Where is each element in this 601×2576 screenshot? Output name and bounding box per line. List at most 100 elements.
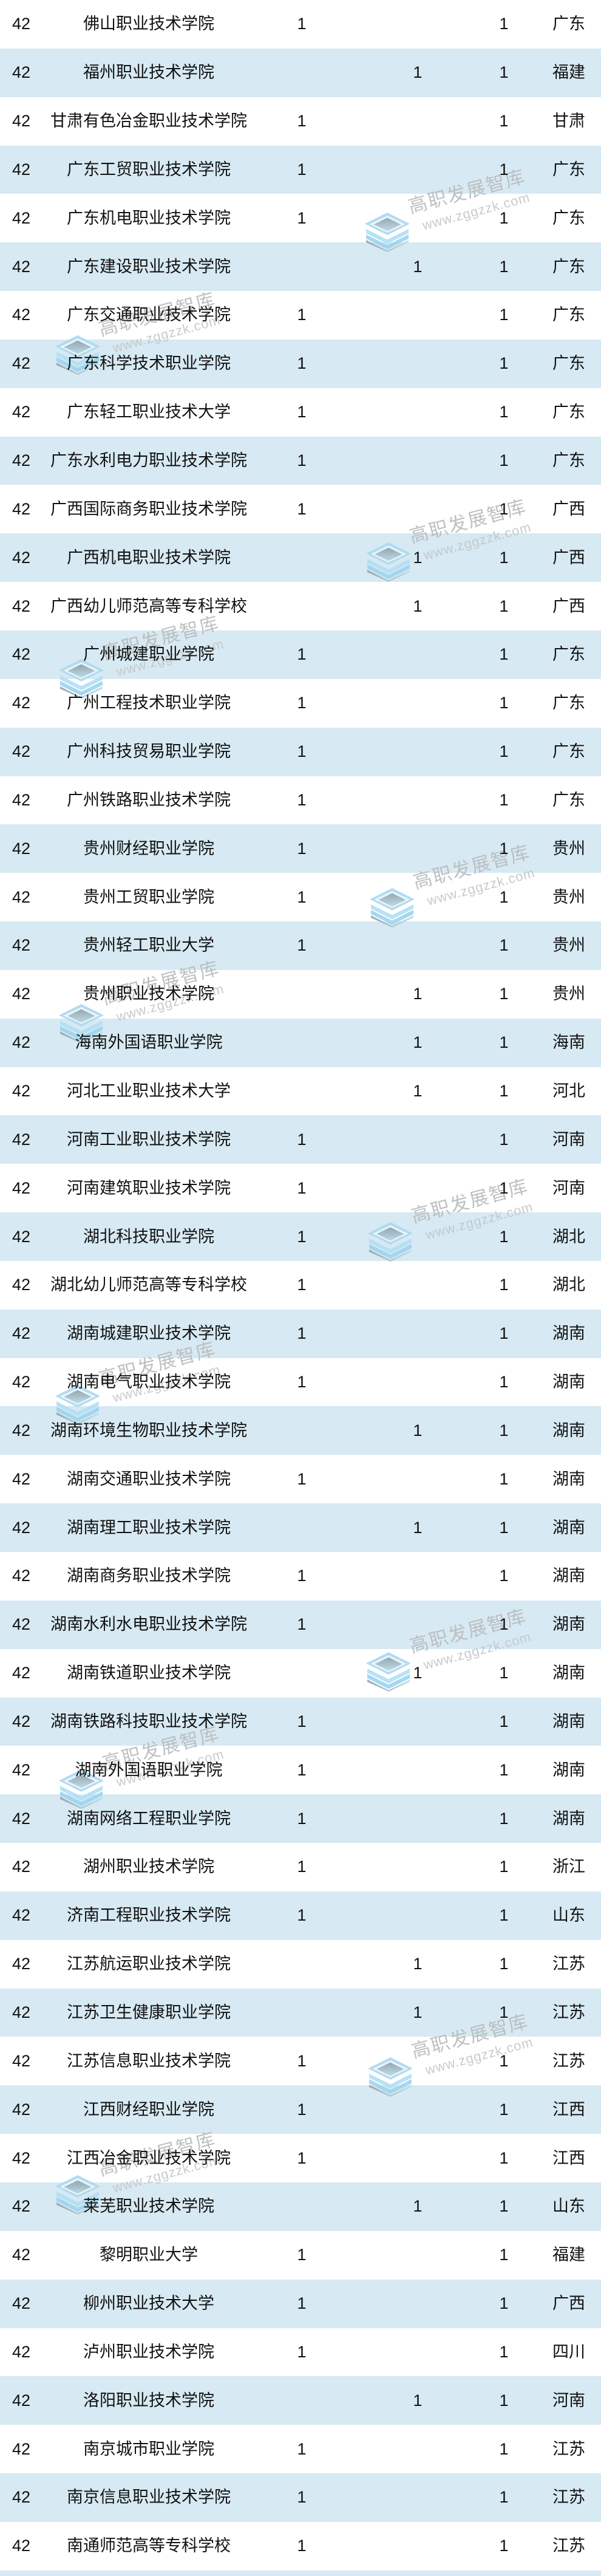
school-name-cell: 洛阳职业技术学院: [83, 2391, 214, 2410]
total-cell: 1: [499, 548, 509, 567]
value-col1-cell: 1: [297, 354, 307, 373]
rank-cell: 42: [12, 1955, 31, 1973]
table-row: 42 湖南电气职业技术学院 1 1 湖南: [0, 1358, 601, 1407]
rank-cell: 42: [12, 1421, 31, 1440]
school-name-cell: 海南外国语职业学院: [75, 1033, 223, 1052]
table-row: 42 广西国际商务职业技术学院 1 1 广西: [0, 485, 601, 533]
value-col1-cell: 1: [297, 936, 307, 955]
value-col1-cell: 1: [297, 160, 307, 179]
table-row: 42 湖南商务职业技术学院 1 1 湖南: [0, 1552, 601, 1601]
value-col1-cell: 1: [297, 2537, 307, 2555]
total-cell: 1: [499, 354, 509, 373]
value-col1-cell: 1: [297, 306, 307, 324]
table-row: 42 广州铁路职业技术学院 1 1 广东: [0, 776, 601, 825]
table-row: 42 江苏航运职业技术学院 1 1 江苏: [0, 1940, 601, 1989]
total-cell: 1: [499, 1955, 509, 1973]
rank-cell: 42: [12, 1469, 31, 1488]
school-name-cell: 广东轻工职业技术大学: [67, 403, 231, 422]
school-name-cell: 广西机电职业技术学院: [67, 548, 231, 567]
total-cell: 1: [499, 2246, 509, 2264]
school-name-cell: 江苏航运职业技术学院: [67, 1955, 231, 1973]
total-cell: 1: [499, 63, 509, 82]
value-col1-cell: 1: [297, 1857, 307, 1876]
value-col2-cell: 1: [413, 1081, 423, 1100]
rank-cell: 42: [12, 499, 31, 518]
school-name-cell: 湖北幼儿师范高等专科学校: [50, 1276, 247, 1294]
province-cell: 湖南: [552, 1421, 585, 1440]
school-name-cell: 佛山职业技术学院: [83, 15, 214, 33]
table-row: 42 广东交通职业技术学院 1 1 广东: [0, 291, 601, 340]
value-col1-cell: 1: [297, 2294, 307, 2313]
value-col2-cell: 1: [413, 2391, 423, 2410]
table-row: 42 湖南铁路科技职业技术学院 1 1 湖南: [0, 1697, 601, 1746]
school-name-cell: 湖南外国语职业学院: [75, 1760, 223, 1779]
rank-cell: 42: [12, 2488, 31, 2507]
value-col2-cell: 1: [413, 596, 423, 615]
table-row: 42 甘肃有色冶金职业技术学院 1 1 甘肃: [0, 97, 601, 146]
value-col1-cell: 1: [297, 839, 307, 858]
table-row: 42 河南工业职业技术学院 1 1 河南: [0, 1115, 601, 1164]
total-cell: 1: [499, 1081, 509, 1100]
total-cell: 1: [499, 1130, 509, 1149]
value-col1-cell: 1: [297, 790, 307, 809]
province-cell: 四川: [552, 2342, 585, 2361]
rank-cell: 42: [12, 451, 31, 470]
total-cell: 1: [499, 2197, 509, 2216]
table-row: 42 江苏信息职业技术学院 1 1 江苏: [0, 2037, 601, 2085]
province-cell: 广东: [552, 306, 585, 324]
table-row: 42 湖南交通职业技术学院 1 1 湖南: [0, 1455, 601, 1503]
school-name-cell: 湖北科技职业学院: [83, 1227, 214, 1246]
rank-cell: 42: [12, 2391, 31, 2410]
total-cell: 1: [499, 2148, 509, 2167]
school-name-cell: 贵州财经职业学院: [83, 839, 214, 858]
value-col1-cell: 1: [297, 1760, 307, 1779]
province-cell: 广东: [552, 403, 585, 422]
table-row: 42 福州职业技术学院 1 1 福建: [0, 48, 601, 97]
school-name-cell: 广西国际商务职业技术学院: [50, 499, 247, 518]
school-name-cell: 南通师范高等专科学校: [67, 2537, 231, 2555]
rank-cell: 42: [12, 63, 31, 82]
total-cell: 1: [499, 742, 509, 761]
value-col1-cell: 1: [297, 1227, 307, 1246]
value-col1-cell: 1: [297, 2246, 307, 2264]
value-col2-cell: 1: [413, 985, 423, 1003]
total-cell: 1: [499, 403, 509, 422]
table-row: 42 江西冶金职业技术学院 1 1 江西: [0, 2134, 601, 2182]
total-cell: 1: [499, 2100, 509, 2119]
total-cell: 1: [499, 2051, 509, 2070]
rank-cell: 42: [12, 1664, 31, 1683]
table-row: 42 济南工程职业技术学院 1 1 山东: [0, 1891, 601, 1940]
rank-cell: 42: [12, 1373, 31, 1392]
table-row: 42 南京城市职业学院 1 1 江苏: [0, 2425, 601, 2473]
province-cell: 广东: [552, 160, 585, 179]
table-row: 42 黎明职业大学 1 1 福建: [0, 2231, 601, 2280]
province-cell: 广东: [552, 208, 585, 227]
rank-cell: 42: [12, 2294, 31, 2313]
province-cell: 甘肃: [552, 112, 585, 131]
value-col1-cell: 1: [297, 645, 307, 664]
total-cell: 1: [499, 1809, 509, 1828]
rank-cell: 42: [12, 1276, 31, 1294]
school-name-cell: 南京城市职业学院: [83, 2439, 214, 2458]
province-cell: 河南: [552, 1130, 585, 1149]
school-name-cell: 广东建设职业技术学院: [67, 257, 231, 276]
province-cell: 江西: [552, 2100, 585, 2119]
table-row: 42 海南外国语职业学院 1 1 海南: [0, 1018, 601, 1067]
rank-cell: 42: [12, 1324, 31, 1343]
table-row: 42 贵州轻工职业大学 1 1 贵州: [0, 921, 601, 970]
table-row: 42 佛山职业技术学院 1 1 广东: [0, 0, 601, 49]
rank-cell: 42: [12, 596, 31, 615]
rank-cell: 42: [12, 160, 31, 179]
school-name-cell: 广州铁路职业技术学院: [67, 790, 231, 809]
total-cell: 1: [499, 257, 509, 276]
province-cell: 湖北: [552, 1227, 585, 1246]
total-cell: 1: [499, 2391, 509, 2410]
rank-cell: 42: [12, 2148, 31, 2167]
province-cell: 江苏: [552, 2537, 585, 2555]
province-cell: 河南: [552, 2391, 585, 2410]
rank-cell: 42: [12, 1906, 31, 1925]
rank-cell: 42: [12, 1130, 31, 1149]
school-name-cell: 福州职业技术学院: [83, 63, 214, 82]
rank-cell: 42: [12, 985, 31, 1003]
province-cell: 福建: [552, 2246, 585, 2264]
